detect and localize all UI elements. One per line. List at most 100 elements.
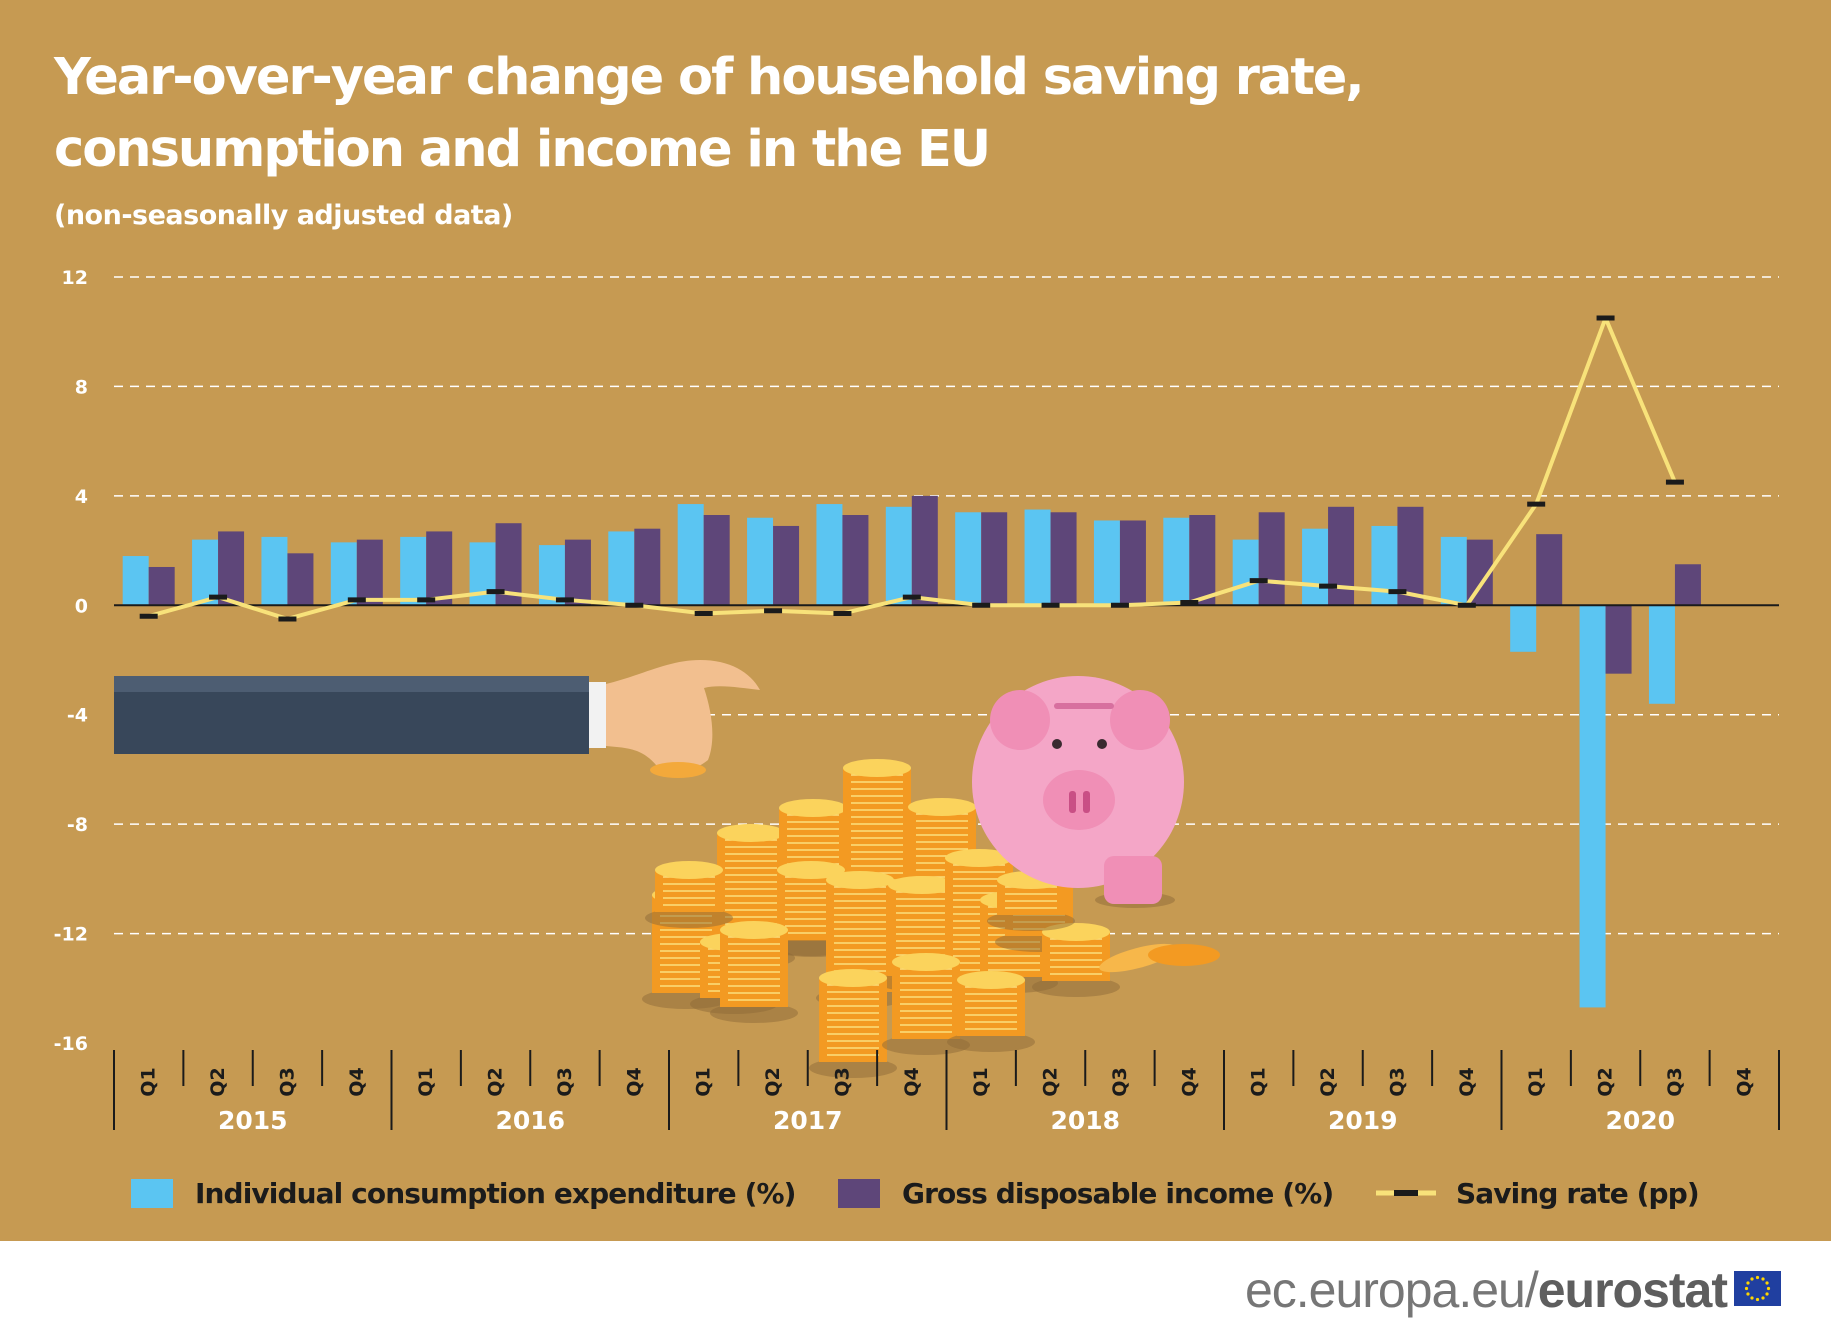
x-tick-quarter: Q2	[1317, 1067, 1339, 1096]
x-tick-quarter: Q4	[346, 1067, 368, 1096]
x-tick-quarter: Q1	[415, 1067, 437, 1096]
bars	[122, 495, 1701, 1008]
bar-income-2	[287, 553, 314, 606]
bar-income-8	[703, 515, 730, 606]
chart-title-line-1: Year-over-year change of household savin…	[54, 48, 1365, 107]
coin-stacks-icon	[908, 798, 976, 816]
axes: 12 8 4 0 -4 -8 -12 -16 Q1 Q2 Q3 Q4 Q1 Q2 Q3 Q4 Q1 Q2 Q3 Q4 Q…	[54, 267, 1780, 1135]
bar-consumption-21	[1579, 605, 1606, 1008]
x-tick-quarter: Q4	[1456, 1067, 1478, 1096]
bar-consumption-20	[1510, 605, 1537, 652]
bar-consumption-14	[1093, 520, 1120, 606]
coin-stacks-icon	[779, 799, 847, 817]
bar-income-4	[426, 531, 453, 606]
bar-income-6	[564, 539, 591, 606]
x-tick-quarter: Q3	[1386, 1067, 1408, 1096]
chart-subtitle: (non-seasonally adjusted data)	[54, 200, 513, 231]
y-tick-label: -16	[54, 1033, 88, 1055]
bar-consumption-4	[400, 536, 427, 606]
bar-income-18	[1397, 506, 1424, 606]
bar-consumption-0	[122, 556, 149, 606]
bar-consumption-1	[192, 539, 219, 606]
bar-consumption-3	[330, 542, 357, 606]
x-tick-quarter: Q1	[693, 1067, 715, 1096]
brand-prefix: ec.europa.eu/	[1244, 1262, 1539, 1318]
x-tick-quarter: Q4	[901, 1067, 923, 1096]
x-tick-quarter: Q2	[1595, 1067, 1617, 1096]
bar-income-20	[1536, 534, 1563, 606]
x-tick-quarter: Q3	[554, 1067, 576, 1096]
x-tick-year: 2020	[1605, 1106, 1675, 1135]
x-tick-quarter: Q3	[1664, 1067, 1686, 1096]
bar-income-7	[634, 528, 661, 606]
bar-consumption-22	[1648, 605, 1675, 704]
bar-income-14	[1119, 520, 1146, 606]
footer: ec.europa.eu/eurostat	[0, 1241, 1831, 1336]
coin-stacks-icon	[720, 921, 788, 939]
bar-consumption-12	[955, 512, 982, 606]
saving-rate-line	[139, 315, 1684, 622]
x-tick-year: 2016	[495, 1106, 565, 1135]
bar-income-13	[1050, 512, 1077, 606]
bar-consumption-8	[677, 504, 704, 606]
bar-consumption-9	[747, 517, 774, 606]
bar-income-12	[981, 512, 1008, 606]
y-tick-label: 4	[75, 486, 88, 508]
legend: Individual consumption expenditure (%) G…	[131, 1166, 1761, 1220]
eurostat-url[interactable]: ec.europa.eu/eurostat	[1244, 1261, 1728, 1319]
chart-svg: 12 8 4 0 -4 -8 -12 -16 Q1 Q2 Q3 Q4 Q1 Q2 Q3 Q4 Q1 Q2 Q3 Q4 Q…	[54, 267, 1780, 1135]
coin-stacks-icon	[655, 861, 723, 879]
x-tick-quarter: Q1	[1248, 1067, 1270, 1096]
coin-stacks-icon	[777, 861, 845, 879]
bar-income-9	[773, 525, 800, 606]
coin-stacks-icon	[717, 824, 785, 842]
y-tick-label: -12	[54, 924, 88, 946]
x-tick-quarter: Q3	[1109, 1067, 1131, 1096]
bar-consumption-10	[816, 504, 843, 606]
x-tick-year: 2018	[1050, 1106, 1120, 1135]
x-tick-quarter: Q2	[207, 1067, 229, 1096]
coin-stacks-icon	[819, 969, 887, 987]
y-tick-label: 12	[62, 267, 88, 289]
y-tick-label: -8	[67, 814, 88, 836]
bar-consumption-15	[1163, 517, 1190, 606]
legend-swatch-consumption	[131, 1178, 173, 1208]
x-tick-quarter: Q3	[276, 1067, 298, 1096]
y-tick-label: 0	[75, 595, 88, 617]
legend-swatch-saving	[1376, 1190, 1436, 1196]
bar-consumption-16	[1232, 539, 1259, 606]
gridlines	[114, 276, 1779, 935]
y-tick-label: -4	[67, 705, 88, 727]
eu-flag-icon	[1734, 1271, 1781, 1306]
legend-item-consumption: Individual consumption expenditure (%)	[131, 1166, 796, 1220]
bar-income-0	[148, 566, 175, 606]
x-tick-year: 2015	[218, 1106, 288, 1135]
coin-stacks-icon	[843, 759, 911, 777]
legend-label-saving: Saving rate (pp)	[1456, 1176, 1700, 1210]
bar-consumption-17	[1302, 528, 1329, 606]
coin-stacks-icon	[957, 971, 1025, 989]
bar-income-16	[1258, 512, 1285, 606]
legend-label-consumption: Individual consumption expenditure (%)	[195, 1176, 796, 1210]
bar-consumption-19	[1440, 536, 1467, 606]
legend-swatch-income	[838, 1178, 880, 1208]
x-tick-quarter: Q1	[970, 1067, 992, 1096]
coin-stacks-icon	[945, 849, 1013, 867]
x-tick-quarter: Q4	[623, 1067, 645, 1096]
legend-label-income: Gross disposable income (%)	[902, 1176, 1334, 1210]
y-tick-label: 8	[75, 376, 88, 398]
bar-consumption-11	[885, 506, 912, 606]
bar-income-17	[1328, 506, 1355, 606]
chart-title-line-2: consumption and income in the EU	[54, 120, 991, 179]
bar-consumption-2	[261, 536, 288, 606]
bar-income-21	[1605, 605, 1632, 674]
legend-item-income: Gross disposable income (%)	[838, 1166, 1334, 1220]
x-tick-quarter: Q2	[1040, 1067, 1062, 1096]
bar-income-11	[911, 495, 938, 606]
bar-income-3	[356, 539, 383, 606]
x-tick-quarter: Q1	[138, 1067, 160, 1096]
x-tick-quarter: Q2	[762, 1067, 784, 1096]
bar-income-22	[1674, 564, 1701, 606]
x-tick-quarter: Q3	[831, 1067, 853, 1096]
